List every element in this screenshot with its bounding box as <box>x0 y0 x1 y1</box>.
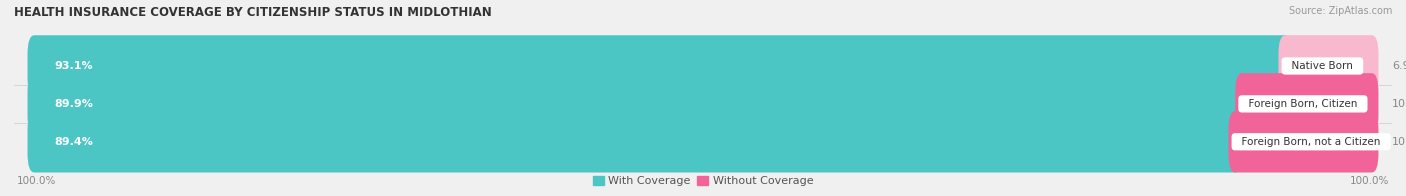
FancyBboxPatch shape <box>28 73 1378 135</box>
Text: 10.6%: 10.6% <box>1392 137 1406 147</box>
FancyBboxPatch shape <box>28 73 1249 135</box>
FancyBboxPatch shape <box>1278 35 1378 97</box>
FancyBboxPatch shape <box>28 35 1292 97</box>
Text: Foreign Born, Citizen: Foreign Born, Citizen <box>1241 99 1364 109</box>
Text: 100.0%: 100.0% <box>17 176 56 186</box>
Text: Native Born: Native Born <box>1285 61 1360 71</box>
Text: HEALTH INSURANCE COVERAGE BY CITIZENSHIP STATUS IN MIDLOTHIAN: HEALTH INSURANCE COVERAGE BY CITIZENSHIP… <box>14 6 492 19</box>
Text: 93.1%: 93.1% <box>55 61 93 71</box>
FancyBboxPatch shape <box>28 111 1378 172</box>
Text: 100.0%: 100.0% <box>1350 176 1389 186</box>
FancyBboxPatch shape <box>28 35 1378 97</box>
FancyBboxPatch shape <box>28 111 1241 172</box>
Text: 6.9%: 6.9% <box>1392 61 1406 71</box>
FancyBboxPatch shape <box>1236 73 1378 135</box>
Text: Source: ZipAtlas.com: Source: ZipAtlas.com <box>1288 6 1392 16</box>
Text: 10.1%: 10.1% <box>1392 99 1406 109</box>
FancyBboxPatch shape <box>1229 111 1378 172</box>
Text: 89.9%: 89.9% <box>55 99 93 109</box>
Legend: With Coverage, Without Coverage: With Coverage, Without Coverage <box>588 171 818 191</box>
Text: 89.4%: 89.4% <box>55 137 93 147</box>
Text: Foreign Born, not a Citizen: Foreign Born, not a Citizen <box>1236 137 1388 147</box>
